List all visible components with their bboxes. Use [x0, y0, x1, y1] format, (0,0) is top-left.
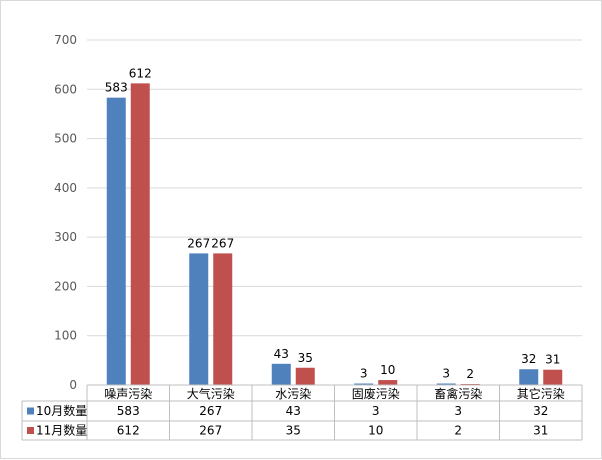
data-label-oct-1: 267 [187, 236, 210, 250]
bar-oct-3 [354, 383, 374, 385]
bar-nov-3 [378, 380, 398, 385]
table-value-oct-0: 583 [117, 404, 140, 418]
bar-nov-0 [130, 83, 150, 385]
bar-nov-2 [295, 367, 315, 385]
data-label-nov-0: 612 [129, 66, 152, 80]
y-tick-label-700: 700 [54, 33, 77, 47]
table-value-oct-1: 267 [199, 404, 222, 418]
data-label-oct-0: 583 [105, 81, 128, 95]
table-value-oct-4: 3 [454, 404, 462, 418]
table-value-nov-2: 35 [286, 424, 301, 438]
data-label-nov-2: 35 [298, 351, 313, 365]
data-label-nov-1: 267 [211, 236, 234, 250]
table-value-oct-2: 43 [286, 404, 301, 418]
legend-label-nov: 11月数量 [36, 423, 87, 438]
y-tick-label-300: 300 [54, 230, 77, 244]
bar-nov-5 [543, 369, 563, 385]
bar-oct-0 [106, 97, 126, 386]
legend-label-oct: 10月数量 [36, 403, 87, 418]
table-value-oct-5: 32 [533, 404, 548, 418]
y-tick-label-200: 200 [54, 279, 77, 293]
data-label-nov-5: 31 [545, 353, 560, 367]
table-value-nov-3: 10 [368, 424, 383, 438]
table-value-nov-5: 31 [533, 424, 548, 438]
data-label-oct-3: 3 [360, 367, 368, 381]
table-value-nov-1: 267 [199, 424, 222, 438]
y-tick-label-600: 600 [54, 82, 77, 96]
y-tick-label-0: 0 [69, 378, 77, 392]
category-label-1: 大气污染 [187, 386, 235, 401]
y-tick-label-100: 100 [54, 329, 77, 343]
table-value-oct-3: 3 [372, 404, 380, 418]
bar-oct-2 [271, 363, 291, 385]
y-tick-label-500: 500 [54, 132, 77, 146]
y-tick-label-400: 400 [54, 181, 77, 195]
data-label-oct-2: 43 [274, 347, 289, 361]
legend-key-nov [27, 427, 34, 434]
table-value-nov-0: 612 [117, 424, 140, 438]
category-label-0: 噪声污染 [104, 386, 152, 401]
category-label-4: 畜禽污染 [434, 386, 482, 401]
bar-oct-4 [436, 383, 456, 385]
table-value-nov-4: 2 [454, 424, 462, 438]
bar-oct-5 [519, 369, 539, 385]
category-label-3: 固废污染 [352, 386, 400, 401]
data-label-nov-3: 10 [380, 363, 395, 377]
bar-nov-1 [213, 253, 233, 385]
bar-oct-1 [189, 253, 209, 385]
category-label-5: 其它污染 [517, 386, 565, 401]
data-label-nov-4: 2 [466, 367, 474, 381]
legend-key-oct [27, 407, 34, 415]
data-label-oct-4: 3 [442, 367, 450, 381]
data-label-oct-5: 32 [521, 352, 536, 366]
category-label-2: 水污染 [275, 386, 311, 401]
